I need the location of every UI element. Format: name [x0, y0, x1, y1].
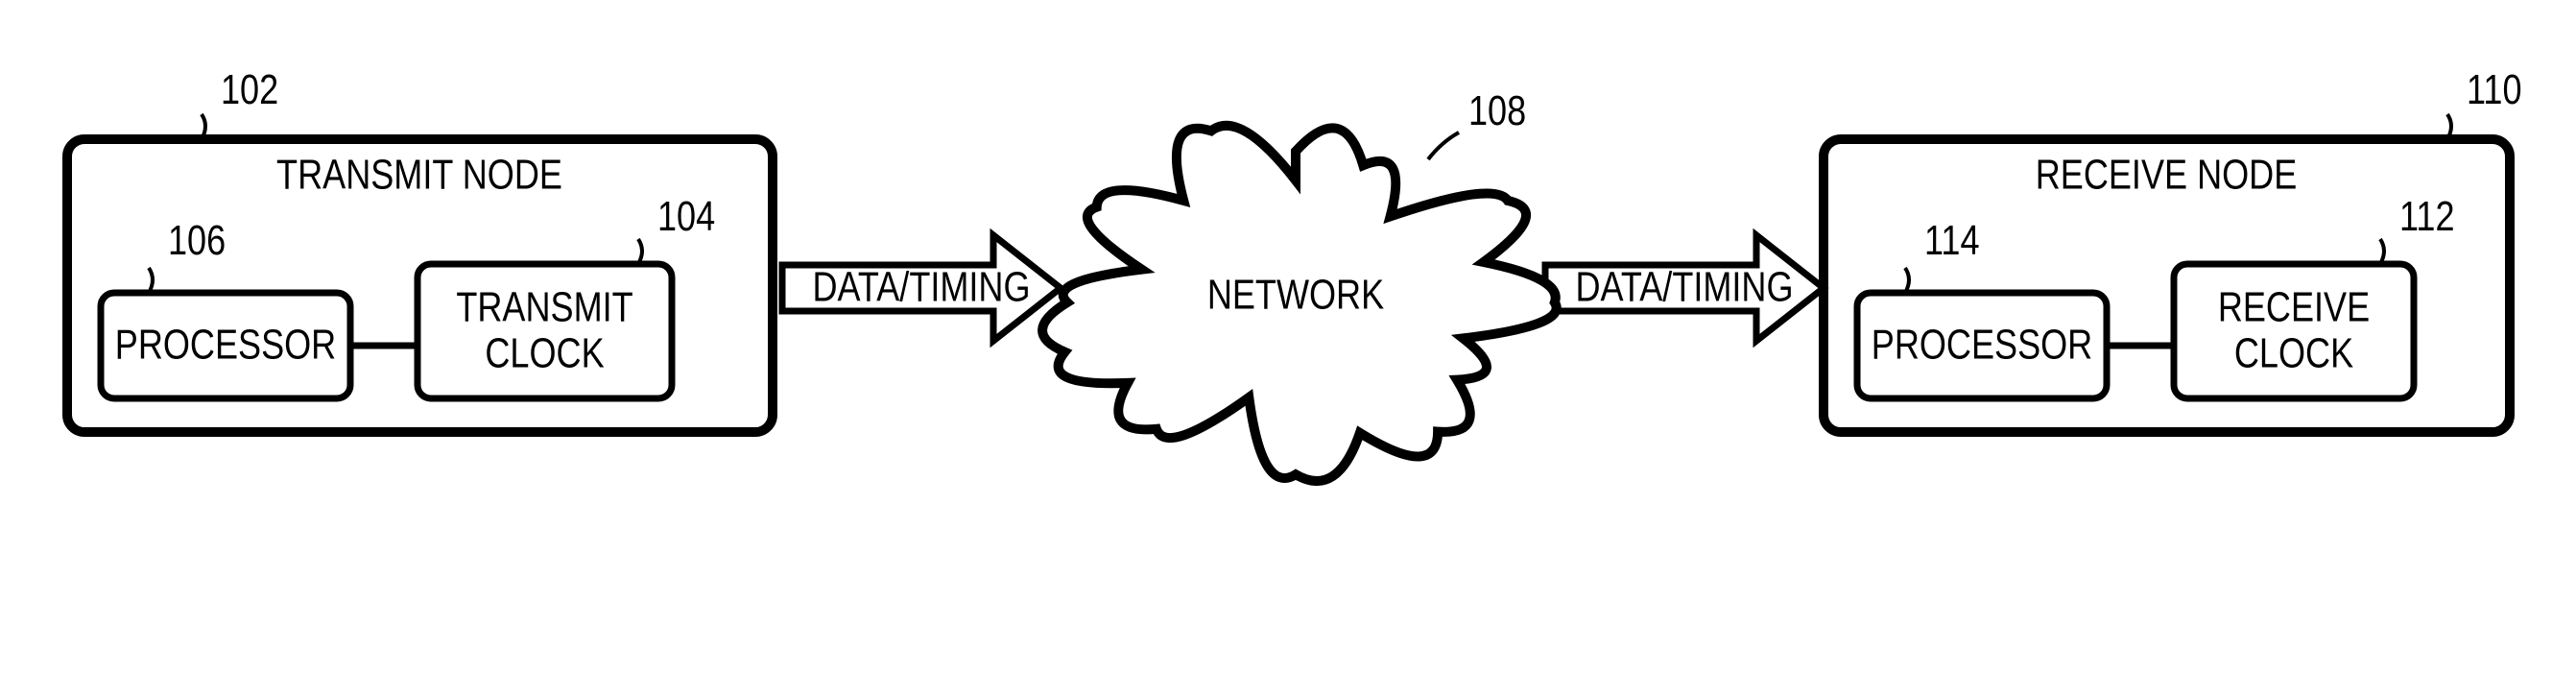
tx-clock-ref: 104 [657, 193, 715, 240]
ref-tick [149, 268, 153, 293]
rx-clock-label-1: RECEIVE [2218, 283, 2370, 330]
rx-processor-label: PROCESSOR [1872, 321, 2092, 368]
ref-tick [1905, 268, 1909, 293]
tx-processor-label: PROCESSOR [115, 321, 336, 368]
transmit-node-ref: 102 [221, 66, 278, 113]
arrow-network-to-rx-label: DATA/TIMING [1575, 263, 1793, 310]
transmit-node-title: TRANSMIT NODE [276, 151, 562, 198]
tx-clock-label-2: CLOCK [485, 329, 604, 376]
rx-clock-ref: 112 [2399, 193, 2455, 240]
rx-clock-label-2: CLOCK [2234, 329, 2353, 376]
receive-node-ref: 110 [2467, 66, 2522, 113]
tx-processor-ref: 106 [168, 217, 226, 264]
rx-processor-ref: 114 [1924, 217, 1980, 264]
network-ref: 108 [1468, 87, 1526, 134]
network-ref-tick [1428, 132, 1459, 159]
ref-tick [202, 114, 205, 139]
network-label: NETWORK [1207, 271, 1384, 318]
tx-clock-label-1: TRANSMIT [456, 283, 632, 330]
ref-tick [638, 239, 642, 264]
ref-tick [2447, 114, 2451, 139]
receive-node-title: RECEIVE NODE [2036, 151, 2298, 198]
ref-tick [2380, 239, 2384, 264]
arrow-tx-to-network-label: DATA/TIMING [812, 263, 1030, 310]
